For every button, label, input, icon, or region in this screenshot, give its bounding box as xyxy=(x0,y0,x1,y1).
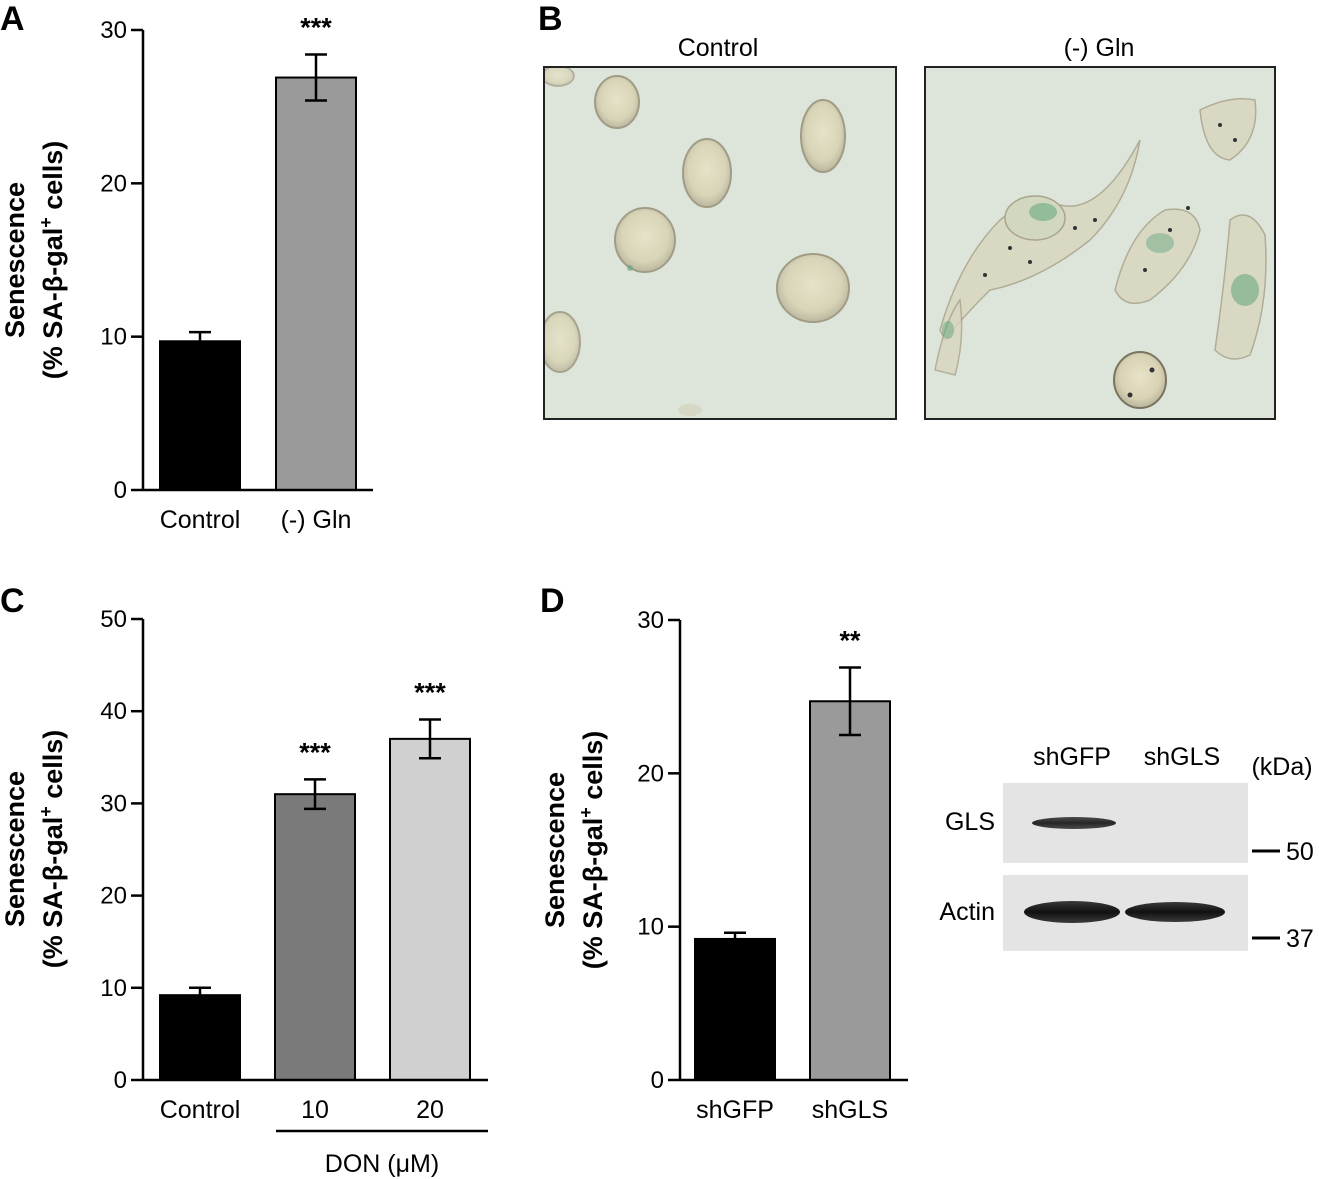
chart-a: Control *** (-) Gln 0 10 20 30 Senescence (% SA-… xyxy=(0,13,373,534)
y-axis-label-line1: Senescence xyxy=(0,182,30,338)
panel-letter-c: C xyxy=(0,582,25,620)
blot-band-gls-shgfp xyxy=(1032,817,1116,829)
blot-marker-50: 50 xyxy=(1286,838,1314,866)
micrograph-label-control: Control xyxy=(678,34,759,62)
blot-row-label-gls: GLS xyxy=(945,808,995,836)
western-blot: shGFP shGLS (kDa) GLS 50 Actin 37 xyxy=(939,743,1313,953)
category-label: shGLS xyxy=(812,1096,888,1124)
category-label: 10 xyxy=(301,1096,329,1124)
y-tick-label: 10 xyxy=(637,914,664,941)
significance-marker: ** xyxy=(839,626,861,656)
bar-20 xyxy=(389,737,471,1081)
y-tick-label: 20 xyxy=(100,883,127,910)
y-tick-label: 0 xyxy=(114,477,127,504)
y-tick-label: 20 xyxy=(637,760,664,787)
category-label: Control xyxy=(160,506,241,534)
bar-(-) Gln xyxy=(275,76,357,492)
bar-Control xyxy=(159,994,241,1082)
micrograph-label-gln: (-) Gln xyxy=(1064,34,1135,62)
y-tick-label: 30 xyxy=(100,17,127,44)
y-axis-label-line2: (% SA-β-gal+ cells) xyxy=(36,141,68,380)
bar-shGLS xyxy=(809,700,891,1081)
y-tick-label: 0 xyxy=(651,1067,664,1094)
chart-c: Control *** 10 *** 20 0 10 20 30 40 50 Senescence (%… xyxy=(0,606,488,1178)
bar-shGFP xyxy=(694,937,776,1082)
y-tick-label: 0 xyxy=(114,1067,127,1094)
y-tick-label: 10 xyxy=(100,975,127,1002)
micrograph-control xyxy=(543,66,897,420)
blot-band-actin-shgfp xyxy=(1024,901,1120,923)
blot-lane-label-shgfp: shGFP xyxy=(1033,743,1111,771)
blot-row-label-actin: Actin xyxy=(939,898,995,926)
blot-lane-label-shgls: shGLS xyxy=(1144,743,1220,771)
panel-letter-a: A xyxy=(0,0,25,38)
y-axis-label-line1: Senescence xyxy=(0,771,30,927)
y-tick-label: 50 xyxy=(100,606,127,633)
group-label: DON (μM) xyxy=(325,1150,439,1178)
bar-10 xyxy=(274,793,356,1081)
blot-marker-37: 37 xyxy=(1286,925,1314,953)
y-axis-label-line1: Senescence xyxy=(540,772,570,928)
y-axis-label-line2: (% SA-β-gal+ cells) xyxy=(576,731,608,970)
chart-d: shGFP ** shGLS 0 10 20 30 Senescence (% SA-β-gal… xyxy=(540,607,908,1124)
panel-b-micrographs: Control (-) Gln xyxy=(543,34,1276,420)
category-label: (-) Gln xyxy=(281,506,352,534)
blot-unit-label: (kDa) xyxy=(1251,753,1312,781)
y-tick-label: 40 xyxy=(100,698,127,725)
panel-letter-b: B xyxy=(538,0,563,38)
significance-marker: *** xyxy=(414,677,446,707)
y-tick-label: 20 xyxy=(100,170,127,197)
category-label: Control xyxy=(160,1096,241,1124)
blot-band-actin-shgls xyxy=(1125,902,1225,922)
micrograph-gln-deprived xyxy=(924,66,1276,420)
category-label: shGFP xyxy=(696,1096,774,1124)
significance-marker: *** xyxy=(299,737,331,767)
y-tick-label: 10 xyxy=(100,324,127,351)
y-axis-label-line2: (% SA-β-gal+ cells) xyxy=(36,730,68,969)
y-tick-label: 30 xyxy=(637,607,664,634)
bar-Control xyxy=(159,340,241,491)
panel-letter-d: D xyxy=(540,582,565,620)
significance-marker: *** xyxy=(300,13,332,43)
category-label: 20 xyxy=(416,1096,444,1124)
y-tick-label: 30 xyxy=(100,790,127,817)
